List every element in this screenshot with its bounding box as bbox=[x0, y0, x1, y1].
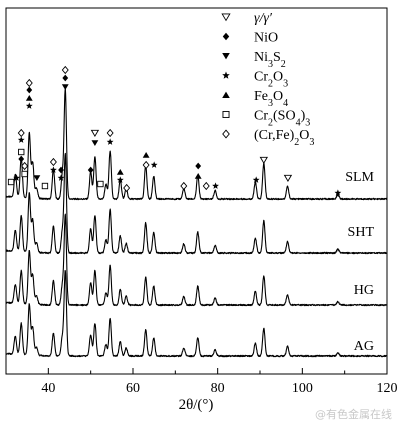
peak-markers bbox=[7, 65, 342, 196]
watermark: @有色金属在线 bbox=[315, 408, 392, 421]
x-axis-ticks: 40 60 80 100 120 bbox=[5, 368, 398, 396]
pattern-hg bbox=[5, 213, 388, 307]
marker-star-28 bbox=[116, 176, 124, 183]
marker-square-open-0 bbox=[7, 178, 15, 186]
marker-triangle-down-filled-20 bbox=[61, 84, 69, 91]
marker-triangle-up-filled-10 bbox=[25, 94, 33, 101]
marker-triangle-up-filled-30 bbox=[142, 151, 150, 158]
x-tick-label-100: 100 bbox=[292, 381, 313, 396]
marker-diamond-open-8 bbox=[25, 78, 33, 88]
marker-diamond-filled-21 bbox=[87, 166, 94, 174]
marker-star-11 bbox=[25, 102, 33, 109]
marker-triangle-down-open-22 bbox=[90, 129, 100, 137]
marker-diamond-open-6 bbox=[21, 161, 29, 171]
x-tick-label-60: 60 bbox=[126, 381, 140, 396]
marker-diamond-filled-16 bbox=[58, 166, 64, 174]
marker-diamond-open-33 bbox=[180, 181, 188, 191]
marker-square-open-7 bbox=[21, 170, 28, 178]
sample-label-hg: HG bbox=[354, 283, 374, 298]
xrd-patterns bbox=[5, 87, 388, 358]
marker-diamond-open-18 bbox=[61, 65, 69, 75]
x-tick-label-120: 120 bbox=[377, 381, 398, 396]
marker-square-open-13 bbox=[41, 182, 49, 190]
marker-diamond-open-29 bbox=[123, 183, 131, 193]
sample-label-ag: AG bbox=[354, 339, 374, 354]
sample-labels: SLM SHT HG AG bbox=[345, 170, 374, 354]
x-axis-label: 2θ/(°) bbox=[179, 397, 214, 413]
marker-diamond-open-25 bbox=[106, 128, 114, 138]
pattern-ag bbox=[5, 269, 388, 358]
x-tick-label-40: 40 bbox=[41, 381, 55, 396]
legend-symbol-diamond-filled bbox=[222, 32, 230, 41]
marker-triangle-down-filled-23 bbox=[91, 140, 99, 147]
marker-diamond-filled-19 bbox=[62, 74, 69, 82]
legend-label-3: Cr2O3 bbox=[254, 70, 288, 90]
pattern-slm bbox=[5, 87, 388, 201]
legend-symbol-triangle-down-open bbox=[221, 13, 231, 22]
plot-frame bbox=[5, 7, 388, 375]
marker-star-38 bbox=[252, 176, 260, 183]
marker-star-15 bbox=[50, 166, 57, 173]
marker-diamond-open-31 bbox=[142, 160, 150, 170]
sample-label-slm: SLM bbox=[345, 170, 374, 185]
legend-label-6: (Cr,Fe)2O3 bbox=[254, 128, 314, 148]
legend-symbol-triangle-down-filled bbox=[222, 52, 230, 60]
legend-label-5: Cr2(SO4)3 bbox=[254, 109, 310, 129]
marker-triangle-down-filled-12 bbox=[33, 175, 41, 182]
marker-star-26 bbox=[106, 138, 114, 145]
marker-diamond-filled-34 bbox=[195, 162, 202, 170]
legend-label-2: Ni3S2 bbox=[254, 50, 286, 70]
marker-star-37 bbox=[212, 182, 219, 189]
marker-square-open-4 bbox=[18, 148, 25, 156]
marker-triangle-up-filled-35 bbox=[194, 172, 202, 179]
marker-diamond-open-14 bbox=[49, 157, 57, 167]
legend-symbol-star bbox=[222, 71, 230, 79]
legend-symbol-square-open bbox=[222, 111, 230, 118]
legend-symbol-triangle-up-filled bbox=[222, 91, 230, 99]
x-tick-label-80: 80 bbox=[211, 381, 225, 396]
legend-label-1: NiO bbox=[254, 31, 278, 46]
marker-triangle-down-open-39 bbox=[259, 156, 268, 164]
marker-star-3 bbox=[17, 136, 25, 143]
marker-diamond-filled-9 bbox=[26, 86, 33, 94]
marker-star-17 bbox=[57, 174, 65, 181]
marker-diamond-open-2 bbox=[17, 128, 25, 138]
marker-diamond-open-36 bbox=[202, 181, 210, 191]
marker-triangle-up-filled-27 bbox=[116, 168, 124, 175]
marker-star-41 bbox=[334, 189, 342, 196]
marker-triangle-down-open-40 bbox=[283, 174, 293, 182]
marker-square-open-24 bbox=[97, 180, 104, 188]
legend-symbol-diamond-open bbox=[222, 129, 230, 139]
legend-label-0: γ/γ′ bbox=[254, 11, 273, 26]
legend: γ/γ′ NiO Ni3S2Cr2O3Fe3O4Cr2(SO4)3(Cr,Fe)2O… bbox=[221, 11, 314, 148]
legend-label-4: Fe3O4 bbox=[254, 89, 288, 109]
pattern-sht bbox=[5, 152, 388, 255]
sample-label-sht: SHT bbox=[348, 225, 375, 240]
marker-star-1 bbox=[13, 174, 20, 181]
marker-star-32 bbox=[150, 161, 158, 168]
marker-diamond-filled-5 bbox=[18, 155, 25, 163]
